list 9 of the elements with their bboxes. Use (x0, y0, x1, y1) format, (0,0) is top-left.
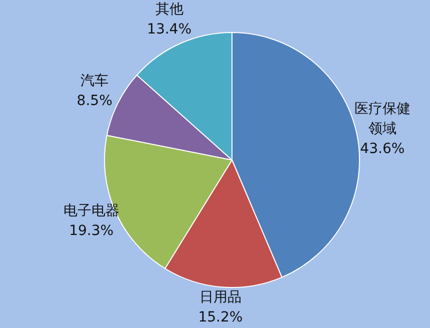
slice-label: 其他 (155, 2, 184, 18)
slice-label: 日用品 (199, 290, 242, 306)
slice-label: 汽车 (80, 73, 109, 90)
data-label: 15.2% (198, 310, 243, 326)
slice-label: 医疗保健领域 (354, 100, 410, 137)
data-label: 8.5% (76, 93, 112, 110)
data-label: 19.3% (69, 223, 114, 240)
data-label: 13.4% (147, 22, 192, 38)
data-label: 43.6% (360, 140, 405, 157)
